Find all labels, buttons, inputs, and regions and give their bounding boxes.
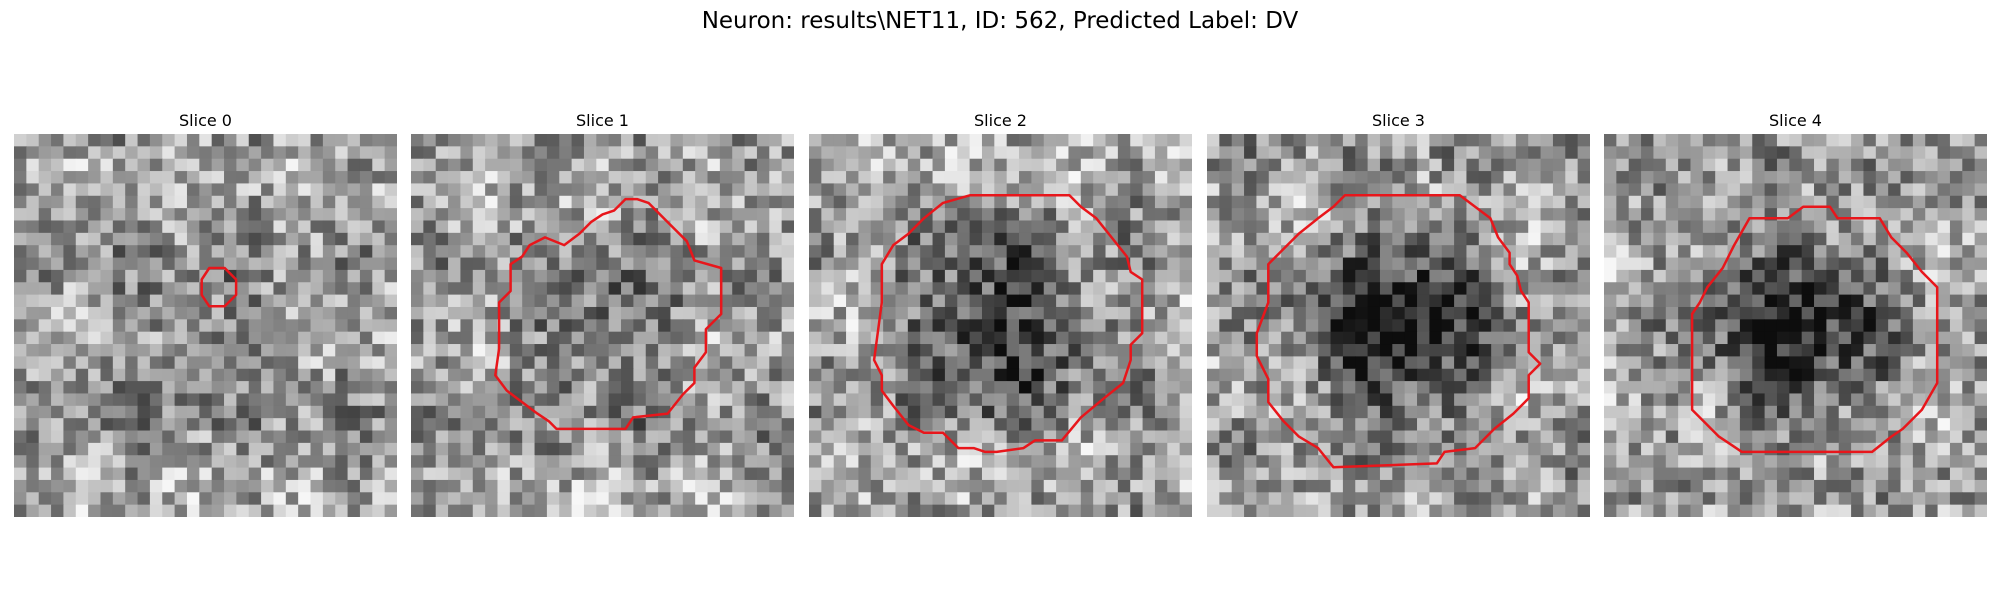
pixel-grid bbox=[1207, 134, 1590, 517]
neuron-contour bbox=[494, 197, 723, 431]
pixel-grid bbox=[1604, 134, 1987, 517]
neuron-contour bbox=[200, 266, 238, 308]
slice-title: Slice 1 bbox=[576, 111, 629, 130]
slice-image bbox=[809, 134, 1192, 517]
neuron-contour bbox=[1690, 205, 1939, 454]
slice-image bbox=[1604, 134, 1987, 517]
slice-image bbox=[1207, 134, 1590, 517]
slice-title: Slice 0 bbox=[179, 111, 232, 130]
neuron-contour bbox=[872, 194, 1144, 454]
slice-title: Slice 4 bbox=[1769, 111, 1822, 130]
neuron-contour bbox=[1255, 194, 1542, 469]
slice-image bbox=[14, 134, 397, 517]
pixel-grid bbox=[411, 134, 794, 517]
figure-title: Neuron: results\NET11, ID: 562, Predicte… bbox=[701, 8, 1299, 34]
slice-title: Slice 3 bbox=[1372, 111, 1425, 130]
slice-panel: Slice 3 bbox=[1207, 108, 1590, 517]
pixel-grid bbox=[14, 134, 397, 517]
slice-image bbox=[411, 134, 794, 517]
slice-panel: Slice 2 bbox=[809, 108, 1192, 517]
slice-panel: Slice 0 bbox=[14, 108, 397, 517]
pixel-grid bbox=[809, 134, 1192, 517]
slice-panel: Slice 1 bbox=[411, 108, 794, 517]
slice-panel: Slice 4 bbox=[1604, 108, 1987, 517]
slice-title: Slice 2 bbox=[974, 111, 1027, 130]
